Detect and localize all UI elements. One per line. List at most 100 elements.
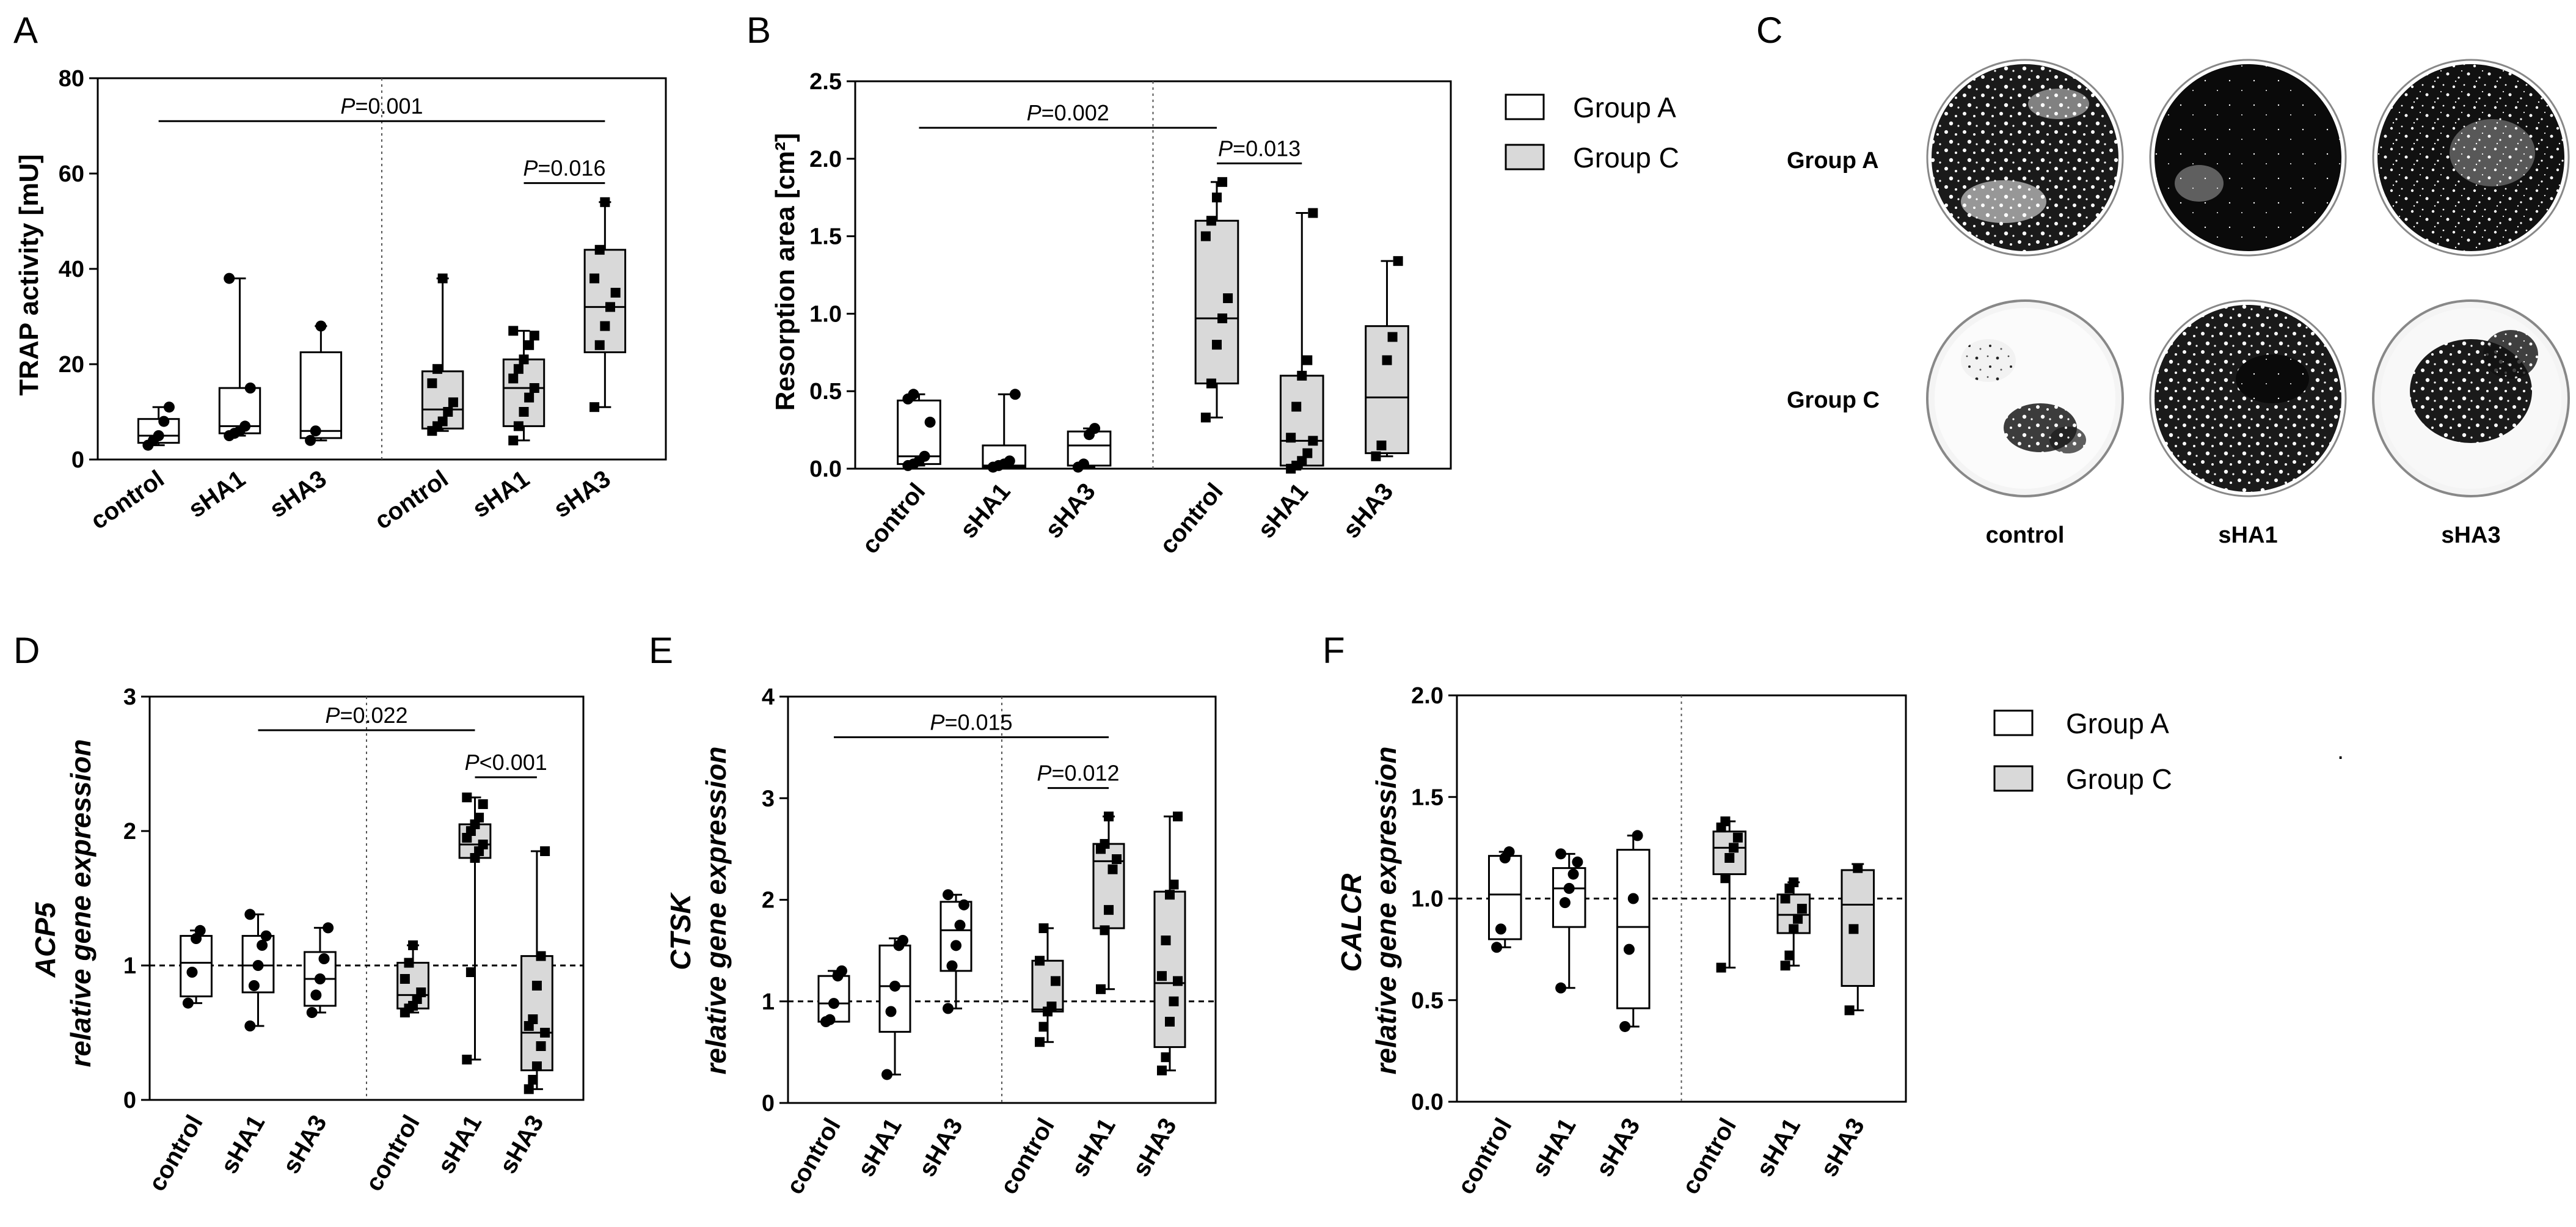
gene-name-calcr: CALCR — [1335, 874, 1367, 972]
data-point — [432, 364, 443, 374]
x-category-label-d: control — [144, 1111, 208, 1196]
data-point — [248, 980, 260, 991]
data-point — [589, 273, 600, 284]
data-point — [824, 1014, 836, 1025]
y-axis-label-f: relative gene expression — [1370, 747, 1402, 1075]
data-point — [529, 383, 539, 393]
box-b-1 — [897, 389, 941, 471]
y-tick-label-f: 0.0 — [1411, 1090, 1443, 1115]
well-image-group-a-sha3 — [2372, 59, 2570, 257]
data-point — [1308, 436, 1318, 446]
data-point — [1165, 1017, 1175, 1027]
data-point — [531, 1061, 542, 1071]
data-point — [1217, 313, 1228, 324]
box-body — [1365, 325, 1409, 455]
data-point — [244, 909, 256, 920]
data-point — [1780, 893, 1790, 904]
data-point — [1376, 440, 1387, 450]
data-point — [1100, 925, 1110, 936]
panel-e: E CTSK relative gene expression 0 1 2 3 4 con… — [649, 630, 1217, 1199]
data-point — [828, 998, 839, 1009]
legend-top: Group A Group C — [1505, 92, 1679, 174]
data-point — [305, 434, 316, 446]
box-f-3 — [1616, 830, 1651, 1032]
data-point — [610, 288, 621, 298]
x-category-label-a: control — [86, 465, 169, 535]
y-tick-label-a: 40 — [59, 257, 84, 282]
x-category-label-b: control — [1155, 478, 1228, 559]
box-b-6 — [1365, 256, 1409, 461]
y-tick-label-e: 4 — [762, 684, 775, 710]
data-point — [1035, 1037, 1045, 1047]
y-axis-label-d: relative gene expression — [65, 739, 97, 1068]
x-category-label-b: sHA3 — [1040, 478, 1100, 544]
data-point — [1211, 192, 1222, 203]
data-point — [1046, 1002, 1057, 1012]
box-body — [940, 901, 972, 972]
well-image-group-a-control — [1926, 59, 2124, 257]
data-point — [323, 922, 334, 934]
y-tick-label-a: 20 — [59, 352, 84, 378]
y-tick-label-b: 1.0 — [809, 301, 842, 327]
data-point — [1848, 924, 1859, 934]
data-point — [186, 967, 198, 978]
x-category-label-d: control — [360, 1111, 425, 1196]
data-point — [1793, 914, 1803, 924]
data-point — [314, 973, 326, 984]
x-category-label-e: sHA1 — [853, 1114, 907, 1182]
y-tick-label-b: 2.0 — [809, 147, 842, 172]
well-image-group-c-sha1 — [2149, 299, 2347, 497]
well-image-group-c-sha3 — [2372, 299, 2570, 497]
data-point — [1491, 942, 1503, 953]
data-point — [1291, 401, 1302, 412]
data-point — [1112, 854, 1122, 864]
x-category-label-e: control — [781, 1114, 846, 1199]
data-point — [478, 840, 488, 849]
data-point — [1495, 923, 1506, 935]
y-tick-label-a: 80 — [59, 66, 84, 92]
box-f-5 — [1776, 877, 1811, 971]
x-category-label-e: sHA1 — [1067, 1114, 1121, 1182]
box-a-1 — [137, 401, 180, 451]
panel-letter-c: C — [1756, 10, 1782, 51]
data-point — [1724, 853, 1735, 863]
data-point — [594, 244, 605, 255]
data-point — [954, 920, 966, 931]
data-point — [1169, 996, 1179, 1006]
gene-name-ctsk: CTSK — [665, 892, 696, 970]
data-point — [443, 407, 453, 417]
data-point — [1038, 923, 1049, 934]
data-point — [1632, 830, 1643, 841]
column-label-control: control — [1986, 522, 2065, 548]
box-body — [897, 399, 941, 465]
data-point — [1716, 962, 1726, 973]
data-point — [306, 1007, 318, 1018]
data-point — [885, 1006, 897, 1017]
data-point — [1567, 868, 1579, 880]
data-point — [318, 953, 330, 964]
y-axis-label-e: relative gene expression — [700, 747, 732, 1075]
data-point — [1555, 982, 1567, 994]
x-category-label-d: sHA3 — [494, 1111, 549, 1179]
legend-label-group-a: Group A — [1573, 92, 1676, 123]
data-point — [508, 326, 519, 336]
data-point — [1720, 873, 1731, 884]
panel-letter-f: F — [1323, 630, 1345, 671]
data-point — [437, 416, 448, 427]
data-point — [257, 940, 268, 951]
box-d-1 — [180, 925, 213, 1009]
data-point — [1009, 389, 1021, 400]
p-value-label-e-2: P=0.012 — [1037, 761, 1119, 786]
panel-letter-d: D — [13, 630, 40, 671]
data-point — [1286, 433, 1296, 443]
data-point — [1797, 904, 1807, 914]
box-f-6 — [1841, 863, 1875, 1016]
data-point — [958, 899, 969, 910]
legend-label-group-c: Group C — [2066, 763, 2172, 795]
panel-letter-e: E — [649, 630, 673, 671]
data-point — [908, 389, 919, 400]
data-point — [158, 416, 170, 427]
data-point — [589, 402, 600, 412]
